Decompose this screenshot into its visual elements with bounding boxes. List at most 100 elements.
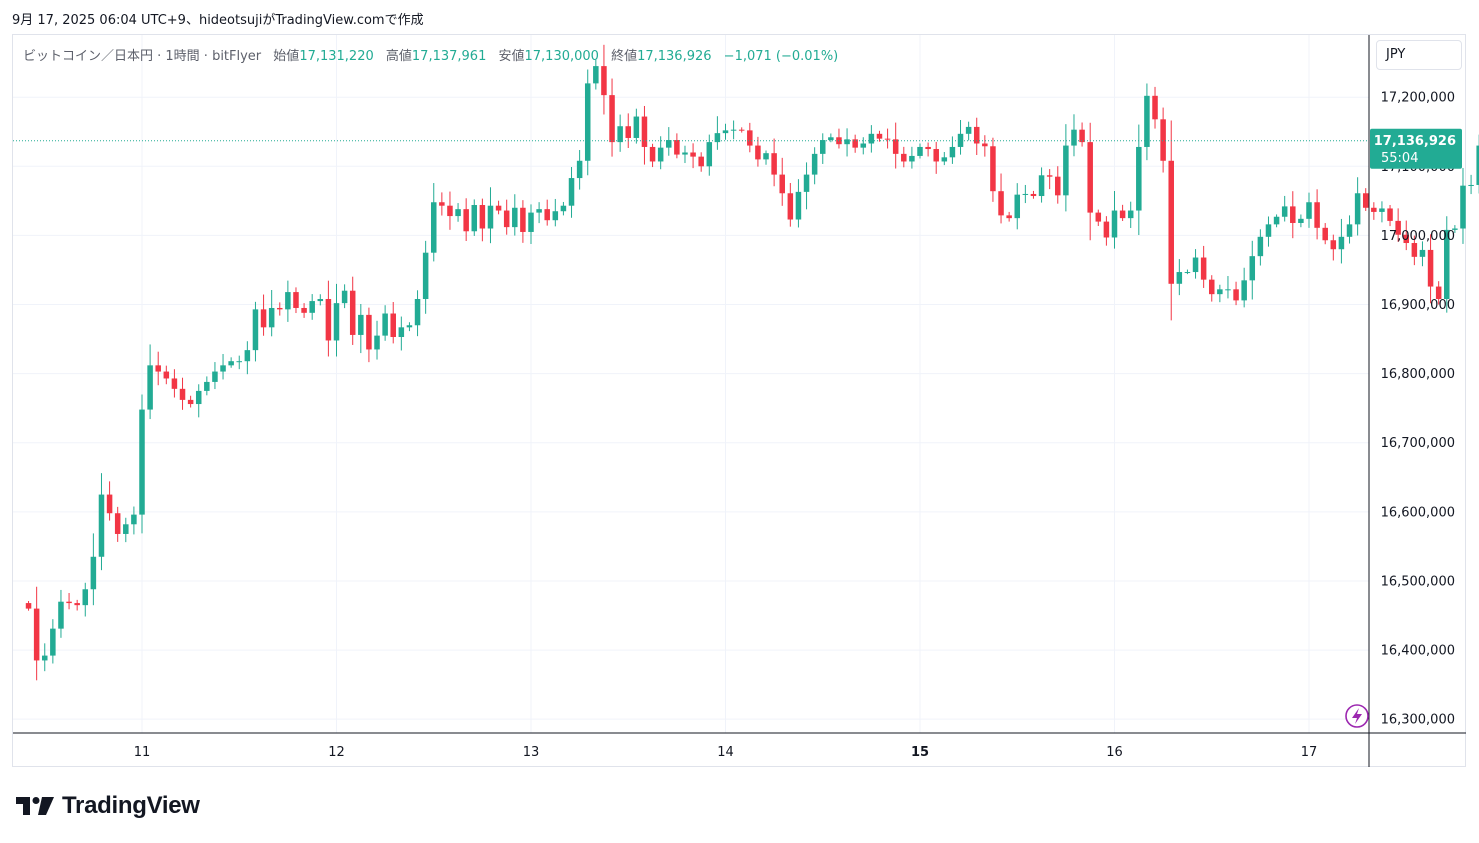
candle-body bbox=[1030, 193, 1037, 197]
candle bbox=[568, 166, 575, 218]
candle bbox=[58, 589, 64, 638]
candle bbox=[657, 136, 664, 170]
brand-name: TradingView bbox=[62, 792, 200, 819]
candle-body bbox=[1127, 210, 1134, 219]
candle-body bbox=[528, 212, 534, 232]
candles bbox=[25, 44, 1479, 681]
candle bbox=[779, 157, 785, 206]
candle bbox=[374, 320, 380, 360]
candle-body bbox=[260, 309, 267, 328]
y-tick-label: 17,200,000 bbox=[1381, 91, 1455, 106]
candle-body bbox=[1217, 289, 1223, 295]
candle bbox=[536, 202, 542, 224]
candle-body bbox=[317, 298, 324, 302]
candle-body bbox=[1095, 212, 1102, 222]
candle bbox=[195, 384, 202, 418]
candle bbox=[341, 284, 348, 309]
candle bbox=[1306, 192, 1312, 228]
candle-body bbox=[1322, 227, 1328, 241]
candle bbox=[706, 134, 713, 176]
legend-low-label: 安値 bbox=[498, 49, 525, 64]
candle bbox=[90, 533, 97, 606]
candle bbox=[1119, 204, 1126, 221]
candle bbox=[1241, 267, 1247, 308]
candle bbox=[1281, 195, 1288, 222]
candle bbox=[941, 152, 948, 166]
candle-body bbox=[795, 191, 802, 220]
tradingview-logo[interactable]: TradingView bbox=[16, 792, 200, 820]
candle-body bbox=[1233, 289, 1239, 301]
candle bbox=[171, 369, 178, 398]
candle-body bbox=[1476, 145, 1479, 185]
candle-body bbox=[1111, 210, 1118, 238]
candle bbox=[301, 303, 307, 318]
candle-body bbox=[722, 130, 729, 134]
candle-body bbox=[730, 129, 737, 131]
candle-body bbox=[98, 494, 105, 557]
candle-body bbox=[560, 205, 567, 212]
candle bbox=[1192, 249, 1199, 279]
candle-body bbox=[779, 174, 785, 194]
candle-body bbox=[471, 205, 478, 232]
candle-body bbox=[657, 147, 664, 162]
candle bbox=[1014, 183, 1021, 230]
candle-body bbox=[268, 307, 275, 328]
candle-body bbox=[1257, 236, 1264, 257]
candle bbox=[1225, 276, 1231, 299]
candle bbox=[576, 150, 583, 190]
candle bbox=[811, 147, 818, 185]
candle bbox=[82, 582, 89, 617]
legend-close-label: 終値 bbox=[611, 49, 638, 64]
candle-body bbox=[1241, 280, 1247, 301]
candle bbox=[852, 134, 858, 153]
candle-body bbox=[1452, 228, 1458, 230]
candle-body bbox=[455, 209, 461, 217]
candle-body bbox=[674, 140, 680, 155]
candle bbox=[1314, 189, 1320, 240]
x-tick-label: 12 bbox=[328, 745, 345, 760]
candle bbox=[795, 179, 802, 228]
candle-body bbox=[941, 157, 948, 162]
candle bbox=[1055, 166, 1061, 204]
candle bbox=[1444, 216, 1450, 313]
candle bbox=[98, 473, 105, 571]
candle bbox=[1127, 201, 1134, 228]
candle-body bbox=[171, 378, 178, 389]
candle-body bbox=[447, 205, 453, 217]
candle bbox=[398, 316, 405, 351]
candle bbox=[317, 294, 324, 306]
candle-body bbox=[139, 409, 145, 515]
candle-body bbox=[868, 133, 875, 144]
candle bbox=[382, 305, 388, 341]
candle-body bbox=[277, 307, 283, 310]
candle bbox=[763, 150, 769, 165]
candle bbox=[1257, 229, 1264, 266]
candle-body bbox=[1225, 289, 1231, 291]
candle bbox=[738, 127, 745, 133]
candle bbox=[771, 138, 777, 187]
candle-body bbox=[212, 371, 218, 382]
candle-body bbox=[876, 133, 883, 139]
currency-button[interactable]: JPY bbox=[1376, 40, 1462, 70]
candle bbox=[1200, 245, 1207, 288]
candle-body bbox=[1338, 236, 1345, 250]
candle-body bbox=[285, 292, 291, 310]
candle bbox=[106, 481, 113, 521]
lightning-icon[interactable] bbox=[1345, 704, 1369, 728]
candle bbox=[714, 116, 721, 150]
candle-body bbox=[706, 142, 713, 167]
legend-close-value: 17,136,926 bbox=[637, 49, 712, 64]
candle bbox=[479, 198, 486, 242]
candle bbox=[1063, 124, 1069, 212]
candle bbox=[1411, 235, 1418, 266]
candle bbox=[1354, 177, 1361, 236]
candle-body bbox=[1419, 249, 1426, 257]
candle bbox=[593, 59, 599, 90]
y-tick-label: 16,800,000 bbox=[1381, 367, 1455, 382]
candle-body bbox=[576, 160, 583, 179]
candle-body bbox=[123, 524, 129, 534]
candle-body bbox=[512, 207, 518, 228]
candle bbox=[155, 351, 161, 386]
x-axis-labels: 11 12 13 14 15 16 17 bbox=[134, 745, 1318, 760]
